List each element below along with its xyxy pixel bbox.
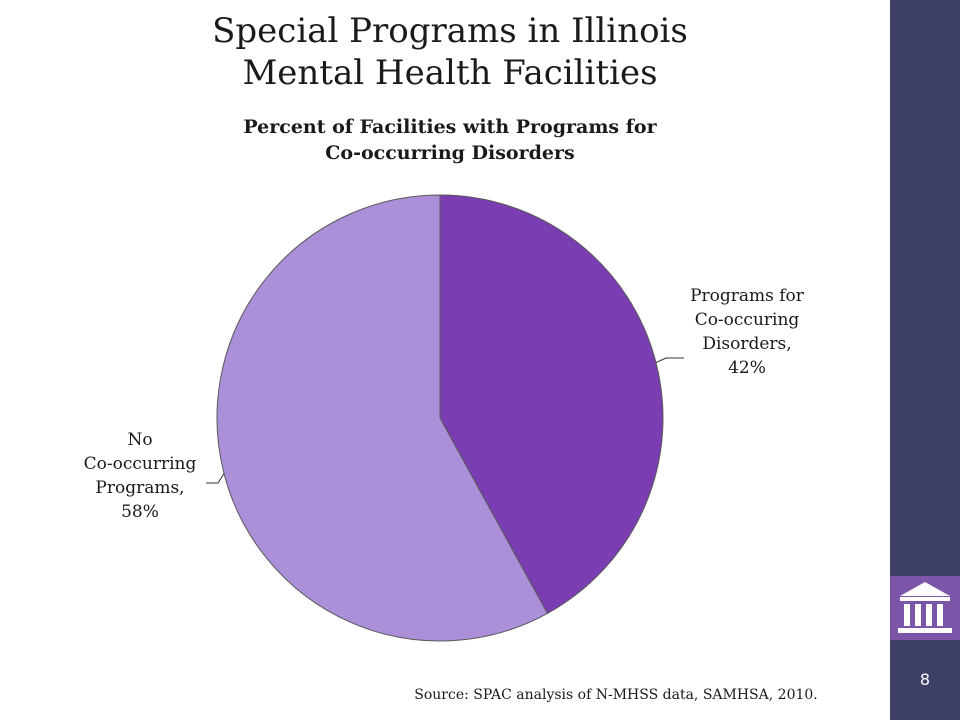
slice-label-value: 42%	[728, 358, 766, 378]
leader-line	[655, 357, 684, 363]
leader-line	[206, 473, 225, 484]
chart-title: Percent of Facilities with Programs for …	[0, 114, 900, 166]
chart-title-line-2: Co-occurring Disorders	[325, 142, 575, 164]
slice-label-line: No	[127, 430, 153, 450]
source-note: Source: SPAC analysis of N-MHSS data, SA…	[414, 687, 818, 703]
slice-label-line: Programs for	[690, 286, 804, 306]
pie-slice-programs	[439, 194, 664, 615]
label-leader-lines	[206, 357, 684, 484]
slice-label-line: Disorders,	[702, 334, 792, 354]
slide-title: Special Programs in Illinois Mental Heal…	[0, 10, 900, 94]
slice-label-programs: Programs for Co-occuring Disorders, 42%	[662, 284, 832, 380]
page-number: 8	[919, 670, 931, 689]
slice-label-value: 58%	[121, 502, 159, 522]
chart-title-line-1: Percent of Facilities with Programs for	[243, 116, 657, 138]
slice-label-line: Co-occurring	[83, 454, 197, 474]
slide-title-line-1: Special Programs in Illinois	[212, 11, 688, 51]
slice-label-line: Co-occuring	[694, 310, 800, 330]
slice-label-line: Programs,	[95, 478, 185, 498]
slide-title-line-2: Mental Health Facilities	[242, 53, 658, 93]
pie-slices	[216, 194, 664, 642]
pie-chart	[206, 194, 684, 642]
logo	[890, 576, 960, 640]
building-columns-icon	[898, 582, 952, 633]
slice-label-no-programs: No Co-occurring Programs, 58%	[58, 428, 222, 524]
